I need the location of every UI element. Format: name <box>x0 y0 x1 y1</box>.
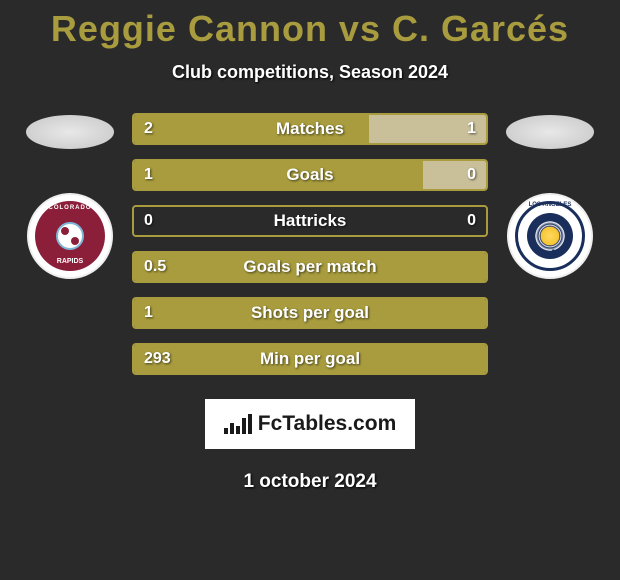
stat-right-value: 0 <box>457 161 486 189</box>
stat-row: Min per goal293 <box>132 343 488 375</box>
stat-left-fill <box>134 345 486 373</box>
right-team-badge: LOS ANGELES LA <box>507 193 593 279</box>
stat-left-value: 1 <box>134 161 163 189</box>
right-player-photo <box>506 115 594 149</box>
stat-left-value: 1 <box>134 299 163 327</box>
stat-left-value: 293 <box>134 345 181 373</box>
stat-left-fill <box>134 161 423 189</box>
left-player-photo <box>26 115 114 149</box>
stat-right-value: 1 <box>457 115 486 143</box>
stat-left-value: 0 <box>134 207 163 235</box>
stat-left-value: 0.5 <box>134 253 176 281</box>
rapids-crest-icon: COLORADO RAPIDS <box>35 201 105 271</box>
comparison-card: Reggie Cannon vs C. Garcés Club competit… <box>0 0 620 493</box>
subtitle: Club competitions, Season 2024 <box>0 62 620 83</box>
stat-row: Matches21 <box>132 113 488 145</box>
stat-row: Shots per goal1 <box>132 297 488 329</box>
brand-badge: FcTables.com <box>205 399 415 449</box>
main-area: COLORADO RAPIDS Matches21Goals10Hattrick… <box>0 113 620 375</box>
date: 1 october 2024 <box>0 471 620 493</box>
stat-row: Goals per match0.5 <box>132 251 488 283</box>
stat-row: Goals10 <box>132 159 488 191</box>
stat-right-value <box>466 345 486 373</box>
left-team-badge: COLORADO RAPIDS <box>27 193 113 279</box>
stat-left-value: 2 <box>134 115 163 143</box>
stat-left-fill <box>134 299 486 327</box>
brand-bars-icon <box>224 414 252 434</box>
stat-bars: Matches21Goals10Hattricks00Goals per mat… <box>132 113 488 375</box>
galaxy-crest-icon: LOS ANGELES LA <box>515 201 585 271</box>
title: Reggie Cannon vs C. Garcés <box>0 8 620 50</box>
left-player-col: COLORADO RAPIDS <box>20 113 120 279</box>
stat-left-fill <box>134 115 369 143</box>
stat-row: Hattricks0 0 <box>132 205 488 237</box>
stat-label: Hattricks <box>134 207 486 235</box>
stat-right-value <box>466 299 486 327</box>
right-player-col: LOS ANGELES LA <box>500 113 600 279</box>
stat-left-fill <box>134 253 486 281</box>
brand-text: FcTables.com <box>258 412 397 436</box>
stat-right-value: 0 <box>457 207 486 235</box>
stat-right-value <box>466 253 486 281</box>
